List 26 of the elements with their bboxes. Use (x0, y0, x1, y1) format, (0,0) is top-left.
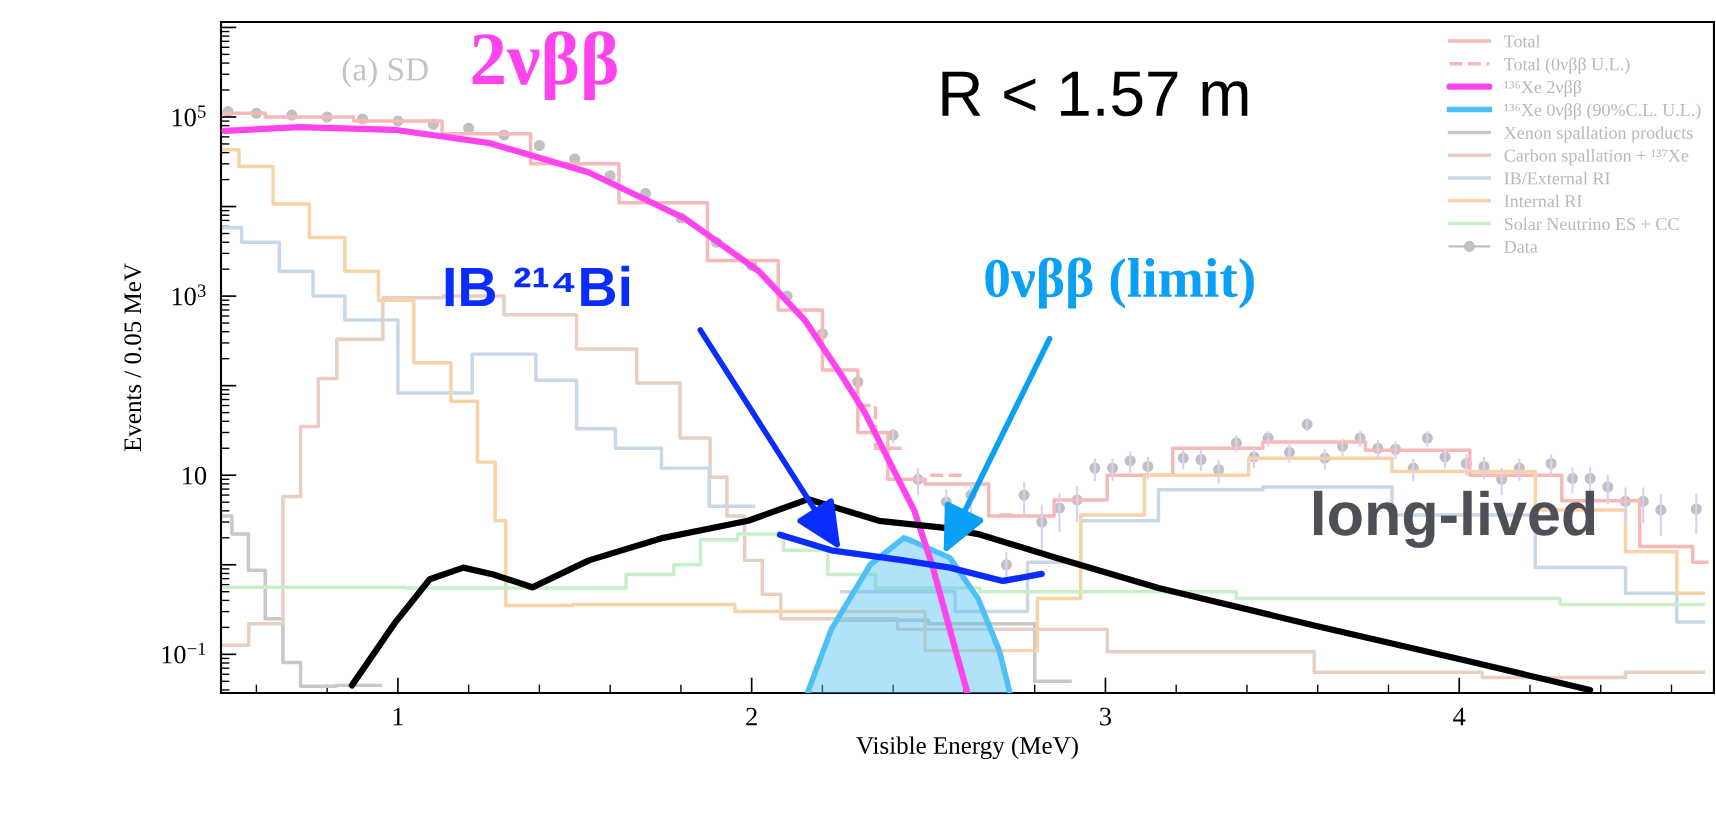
legend-label: Data (1504, 240, 1538, 253)
x-tick-label: 4 (1453, 707, 1466, 726)
y-tick-label: 10$^{5}$ (172, 105, 206, 127)
x-tick-label: 1 (393, 707, 403, 726)
x-axis-title: Visible Energy (MeV) (856, 736, 1078, 760)
legend-label: ¹³⁶Xe 0νββ (90%C.L. U.L.) (1504, 103, 1701, 120)
annotation: IB ²¹⁴Bi (445, 265, 630, 307)
annotation: 2νββ (472, 31, 617, 100)
y-axis-title: Events / 0.05 MeV (124, 263, 142, 452)
legend-label: Internal RI (1504, 194, 1582, 208)
annotation: R < 1.57 m (942, 71, 1248, 117)
annotation: long-lived (1313, 490, 1595, 549)
annotation: (a) SD (342, 57, 428, 88)
legend-label: Solar Neutrino ES + CC (1504, 217, 1679, 231)
legend-label: Total (1504, 34, 1541, 48)
legend-label: IB/External RI (1504, 171, 1610, 185)
legend-label: Carbon spallation + ¹³⁷Xe (1504, 148, 1689, 166)
legend-label: Xenon spallation products (1504, 126, 1693, 143)
x-tick-label: 3 (1100, 707, 1112, 726)
y-tick-label: 10$^{−1}$ (162, 642, 206, 664)
legend-label: ¹³⁶Xe 2νββ (1504, 80, 1582, 97)
annotation: 0νββ (limit) (985, 257, 1254, 309)
legend-label: Total (0νββ U.L.) (1504, 57, 1630, 74)
x-tick-label: 2 (746, 707, 757, 726)
y-tick-label: 10$^{3}$ (172, 284, 206, 306)
y-tick-label: 10 (183, 466, 207, 485)
